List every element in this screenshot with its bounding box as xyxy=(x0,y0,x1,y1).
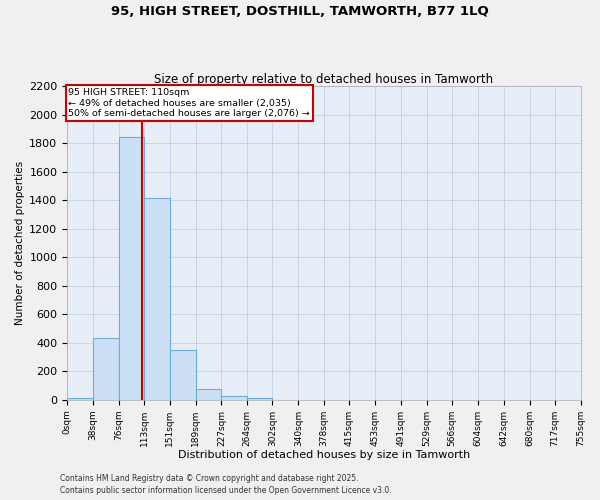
Title: Size of property relative to detached houses in Tamworth: Size of property relative to detached ho… xyxy=(154,73,493,86)
Bar xyxy=(170,350,196,400)
Bar xyxy=(196,389,221,400)
Text: Contains HM Land Registry data © Crown copyright and database right 2025.
Contai: Contains HM Land Registry data © Crown c… xyxy=(60,474,392,495)
X-axis label: Distribution of detached houses by size in Tamworth: Distribution of detached houses by size … xyxy=(178,450,470,460)
Bar xyxy=(247,398,272,400)
Bar xyxy=(67,398,93,400)
Bar xyxy=(119,138,144,400)
Bar xyxy=(144,198,170,400)
Text: 95 HIGH STREET: 110sqm
← 49% of detached houses are smaller (2,035)
50% of semi-: 95 HIGH STREET: 110sqm ← 49% of detached… xyxy=(68,88,310,118)
Bar xyxy=(221,396,247,400)
Y-axis label: Number of detached properties: Number of detached properties xyxy=(15,161,25,325)
Bar xyxy=(93,338,119,400)
Text: 95, HIGH STREET, DOSTHILL, TAMWORTH, B77 1LQ: 95, HIGH STREET, DOSTHILL, TAMWORTH, B77… xyxy=(111,5,489,18)
